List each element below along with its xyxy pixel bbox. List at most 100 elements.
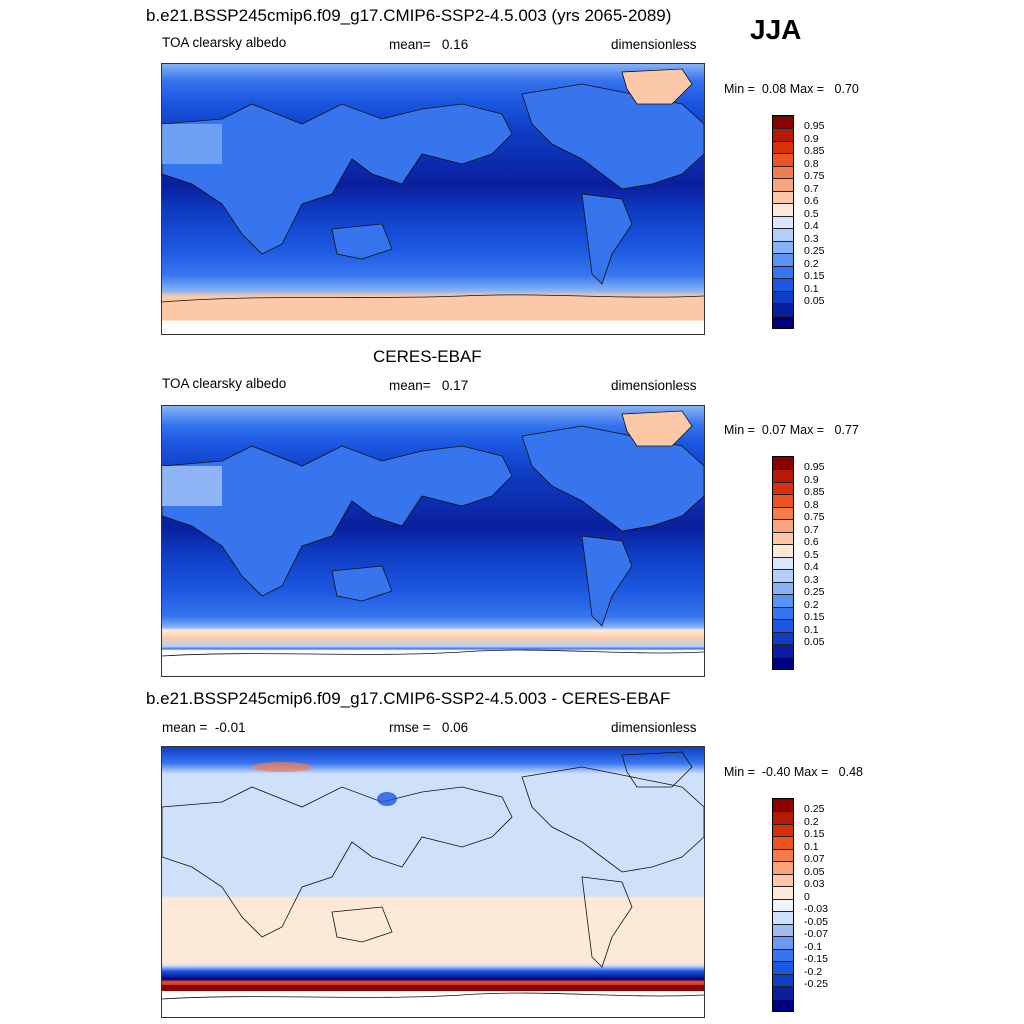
panel3-colorbar-box — [773, 886, 793, 899]
panel1-colorbar-tick: 0.2 — [804, 257, 819, 270]
panel2-colorbar-tick: 0.6 — [804, 536, 819, 549]
panel3-arctic-anomaly — [252, 762, 312, 772]
panel1-eurasia-africa — [162, 103, 513, 255]
panel1-title: b.e21.BSSP245cmip6.f09_g17.CMIP6-SSP2-4.… — [146, 6, 672, 25]
panel2-colorbar-tick: 0.4 — [804, 561, 819, 574]
panel1-colorbar-box — [773, 153, 793, 166]
panel2-colorbar-box — [773, 544, 793, 557]
panel1-colorbar-box — [773, 190, 793, 204]
panel2-min-value: 0.07 — [761, 423, 787, 437]
panel3-colorbar-tick: -0.25 — [804, 978, 828, 991]
panel3-colorbar — [772, 798, 794, 1012]
panel2-colorbar-box — [773, 581, 793, 595]
panel2-mean-label: mean= 0.17 — [389, 378, 468, 393]
panel2-colorbar-tick: 0.95 — [804, 461, 825, 474]
panel2-colorbar-box — [773, 606, 793, 620]
panel3-colorbar-box — [773, 973, 793, 987]
panel1-map-svg — [162, 64, 704, 334]
panel2-australia — [331, 565, 393, 602]
panel3-mean: mean = -0.01 — [162, 720, 246, 735]
panel1-colorbar-tick: 0.25 — [804, 245, 825, 258]
panel2-continents — [162, 425, 704, 627]
panel1-colorbar-tick: 0.05 — [804, 295, 825, 308]
panel1-colorbar-box — [773, 215, 793, 229]
panel3-rmse-label: rmse = — [389, 720, 431, 735]
panel3-colorbar-tick: -0.15 — [804, 953, 828, 966]
panel1-mean-label: mean= 0.16 — [389, 37, 468, 52]
panel1-colorbar-box — [773, 240, 793, 254]
panel3-colorbar-box — [773, 823, 793, 837]
panel2-colorbar-box — [773, 519, 793, 532]
panel3-minmax: Min = -0.40 Max = 0.48 — [724, 765, 863, 779]
panel1-colorbar-tick: 0.5 — [804, 207, 819, 220]
panel1-colorbar-tick: 0.4 — [804, 220, 819, 233]
panel3-colorbar-tick: -0.05 — [804, 915, 828, 928]
panel3-colorbar-tick: 0.2 — [804, 815, 819, 828]
panel2-max-value: 0.77 — [834, 423, 859, 437]
panel2-colorbar-box — [773, 506, 793, 520]
panel2-colorbar-box — [773, 556, 793, 570]
panel3-colorbar-box — [773, 848, 793, 862]
panel2-map — [161, 405, 705, 677]
panel3-colorbar-tick: 0.15 — [804, 828, 825, 841]
panel1-min-label: Min = — [724, 82, 755, 96]
panel2-greenland — [621, 410, 693, 447]
panel3-rmse: rmse = 0.06 — [389, 720, 468, 735]
panel3-colorbar-tick: 0 — [804, 890, 810, 903]
panel2-mean-text: mean= — [389, 378, 431, 393]
season-label: JJA — [750, 14, 802, 45]
panel1-greenland — [621, 68, 693, 105]
panel3-colorbar-box — [773, 811, 793, 824]
panel2-max-label: Max = — [789, 423, 825, 437]
panel1-colorbar-box — [773, 253, 793, 266]
panel2-minmax: Min = 0.07 Max = 0.77 — [724, 423, 859, 437]
panel3-greenland — [621, 751, 693, 788]
panel3-map — [161, 746, 705, 1018]
panel2-colorbar-box — [773, 619, 793, 632]
panel1-colorbar-box — [773, 116, 793, 129]
panel3-mean-label: mean = — [162, 720, 208, 735]
panel1-colorbar-box — [773, 290, 793, 304]
panel3-south-america — [581, 876, 633, 968]
panel3-title: b.e21.BSSP245cmip6.f09_g17.CMIP6-SSP2-4.… — [146, 689, 671, 708]
panel1-max-value: 0.70 — [834, 82, 859, 96]
panel3-colorbar-box — [773, 961, 793, 974]
panel3-colorbar-box — [773, 911, 793, 924]
panel1-colorbar-box — [773, 178, 793, 191]
panel2-mean-value: 0.17 — [441, 378, 469, 393]
panel3-colorbar-tick: -0.07 — [804, 928, 828, 941]
panel2-colorbar-tick: 0.25 — [804, 586, 825, 599]
panel3-colorbar-tick: -0.2 — [804, 965, 823, 978]
panel3-eurasia-africa — [162, 786, 513, 938]
panel2-min-label: Min = — [724, 423, 755, 437]
panel1-mean-value: 0.16 — [441, 37, 469, 52]
panel1-mean-text: mean= — [389, 37, 431, 52]
panel1-colorbar-tick: 0.75 — [804, 170, 825, 183]
panel3-colorbar-box — [773, 873, 793, 887]
panel2-colorbar-box — [773, 531, 793, 545]
panel1-antarctic-coast — [162, 294, 704, 303]
panel3-colorbar-tick: 0.25 — [804, 803, 825, 816]
panel3-colorbar-box — [773, 799, 793, 812]
panel2-map-svg — [162, 406, 704, 676]
panel3-max-value: 0.48 — [838, 765, 864, 779]
panel3-colorbar-box — [773, 861, 793, 874]
panel1-sahara — [162, 124, 222, 164]
panel1-australia — [331, 223, 393, 260]
panel3-min-value: -0.40 — [761, 765, 791, 779]
panel3-min-label: Min = — [724, 765, 755, 779]
panel1-colorbar-box — [773, 303, 793, 316]
panel1-colorbar-tick: 0.3 — [804, 232, 819, 245]
panel1-colorbar-tick: 0.1 — [804, 282, 819, 295]
panel2-colorbar-box — [773, 644, 793, 657]
panel2-title: CERES-EBAF — [373, 347, 482, 366]
panel1-colorbar-tick: 0.15 — [804, 270, 825, 283]
panel1-colorbar-box — [773, 140, 793, 154]
panel3-colorbar-tick: 0.03 — [804, 878, 825, 891]
panel1-colorbar-box — [773, 315, 793, 328]
panel2-colorbar-box — [773, 481, 793, 495]
panel2-colorbar-tick: 0.1 — [804, 623, 819, 636]
panel3-colorbar-tick: -0.03 — [804, 903, 828, 916]
panel1-colorbar-tick: 0.95 — [804, 120, 825, 133]
panel2-colorbar-box — [773, 656, 793, 669]
